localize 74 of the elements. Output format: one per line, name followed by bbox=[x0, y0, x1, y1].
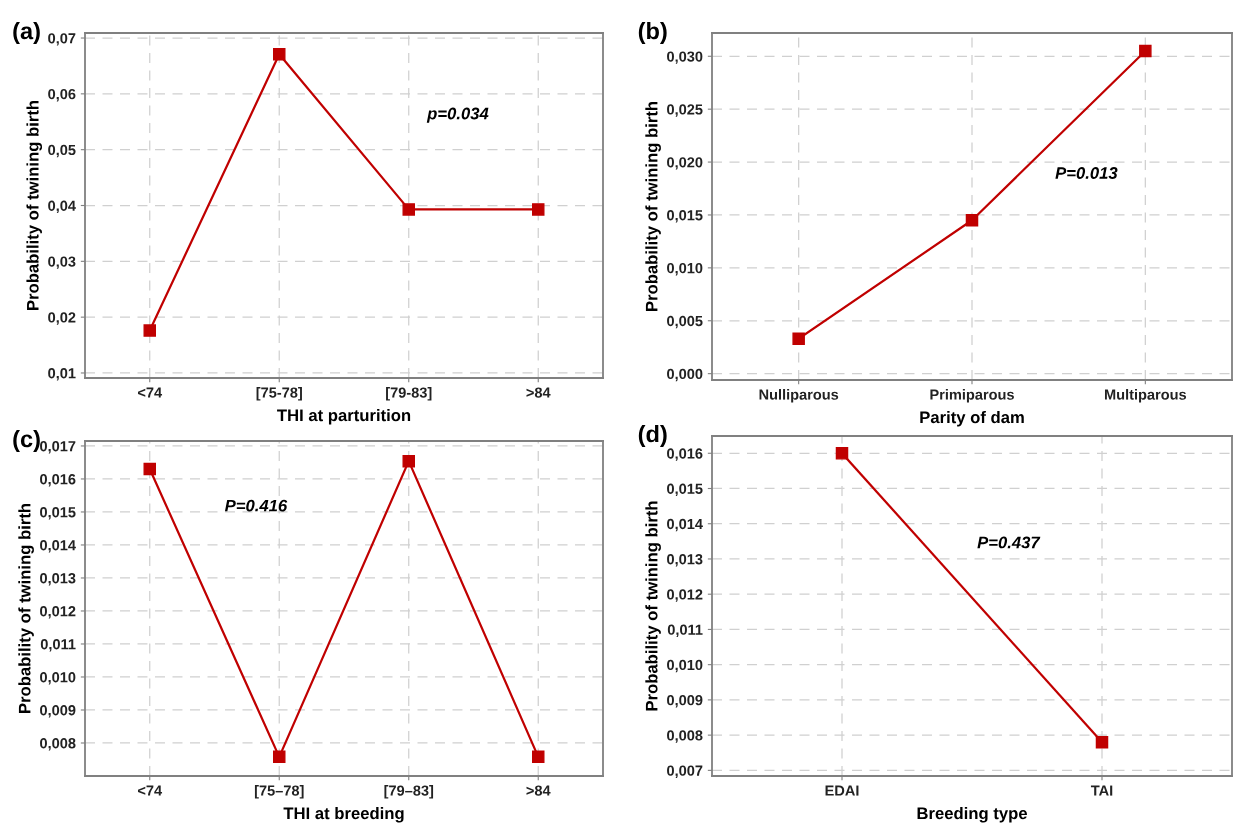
y-tick-label: 0,007 bbox=[667, 765, 703, 778]
y-tick-label: 0,03 bbox=[48, 256, 76, 269]
chart-title: (b) bbox=[638, 22, 667, 45]
y-axis-title: Probability of twining birth bbox=[18, 503, 34, 713]
y-tick-label: 0,016 bbox=[667, 448, 703, 461]
y-tick-label: 0,05 bbox=[48, 144, 76, 158]
x-tick-label: >84 bbox=[526, 387, 551, 398]
point bbox=[531, 750, 545, 764]
y-tick-label: 0,005 bbox=[667, 315, 703, 329]
y-tick-label: 0,01 bbox=[48, 368, 76, 381]
annotation: p=0.034 bbox=[426, 107, 489, 123]
x-tick-label: [75–78] bbox=[254, 785, 304, 799]
chart-title: (d) bbox=[638, 425, 667, 448]
y-tick-label: 0,015 bbox=[40, 507, 76, 520]
y-tick-label: 0,06 bbox=[48, 88, 76, 102]
chart-title: (c) bbox=[13, 430, 40, 453]
y-tick-label: 0,000 bbox=[667, 368, 703, 382]
y-tick-label: 0,009 bbox=[667, 695, 703, 708]
y-axis-title: Probability of twining birth bbox=[645, 101, 661, 311]
y-tick-label: 0,017 bbox=[40, 441, 76, 454]
x-axis-title: Breeding type bbox=[917, 806, 1027, 823]
y-tick-label: 0,012 bbox=[667, 589, 703, 602]
x-tick-label: Primiparous bbox=[930, 389, 1014, 403]
point bbox=[402, 454, 416, 468]
x-tick-label: [75-78] bbox=[256, 387, 302, 401]
point bbox=[143, 324, 157, 337]
point bbox=[272, 47, 286, 61]
x-tick-label: >84 bbox=[526, 785, 551, 796]
y-tick-label: 0,025 bbox=[667, 104, 703, 117]
y-tick-label: 0,020 bbox=[667, 157, 703, 170]
point bbox=[965, 214, 979, 227]
y-tick-label: 0,02 bbox=[48, 312, 76, 325]
x-tick-label: <74 bbox=[137, 785, 163, 796]
y-tick-label: 0,015 bbox=[667, 483, 703, 497]
point bbox=[143, 462, 157, 476]
x-tick-label: TAI bbox=[1090, 785, 1113, 796]
y-tick-label: 0,008 bbox=[40, 738, 76, 751]
x-axis-title: THI at breeding bbox=[283, 806, 404, 823]
y-tick-label: 0,030 bbox=[667, 51, 703, 64]
y-tick-label: 0,04 bbox=[48, 200, 76, 214]
y-tick-label: 0,010 bbox=[40, 672, 76, 685]
y-axis-title: Probability of twining birth bbox=[26, 100, 43, 310]
y-tick-label: 0,010 bbox=[667, 659, 703, 673]
x-tick-label: [79–83] bbox=[384, 785, 434, 799]
x-tick-label: Nulliparous bbox=[759, 389, 839, 403]
y-tick-label: 0,014 bbox=[40, 540, 76, 553]
annotation: P=0.437 bbox=[977, 536, 1041, 549]
y-tick-label: 0,009 bbox=[40, 705, 76, 718]
point bbox=[1139, 44, 1152, 58]
y-tick-label: 0,011 bbox=[667, 624, 703, 637]
annotation: P=0.013 bbox=[1055, 167, 1118, 179]
y-tick-label: 0,013 bbox=[667, 554, 703, 567]
y-tick-label: 0,011 bbox=[40, 639, 76, 652]
y-axis-title: Probability of twining birth bbox=[645, 501, 661, 711]
point bbox=[531, 203, 545, 216]
x-tick-label: Multiparous bbox=[1104, 389, 1187, 403]
x-tick-label: [79-83] bbox=[386, 387, 432, 401]
y-tick-label: 0,014 bbox=[667, 518, 703, 532]
y-tick-label: 0,008 bbox=[667, 730, 703, 743]
chart-title: (a) bbox=[13, 22, 40, 45]
x-axis-title: Parity of dam bbox=[920, 410, 1024, 427]
x-tick-label: <74 bbox=[137, 387, 163, 398]
point bbox=[402, 203, 416, 216]
x-tick-label: EDAI bbox=[825, 785, 859, 796]
y-tick-label: 0,016 bbox=[40, 474, 76, 487]
point bbox=[792, 332, 805, 345]
point bbox=[272, 750, 286, 764]
x-axis-title: THI at parturition bbox=[277, 408, 411, 425]
y-tick-label: 0,015 bbox=[667, 210, 703, 223]
y-tick-label: 0,07 bbox=[48, 33, 76, 46]
y-tick-label: 0,012 bbox=[40, 606, 76, 619]
annotation: P=0.416 bbox=[224, 499, 288, 512]
y-tick-label: 0,010 bbox=[667, 262, 703, 276]
y-tick-label: 0,013 bbox=[40, 573, 76, 586]
